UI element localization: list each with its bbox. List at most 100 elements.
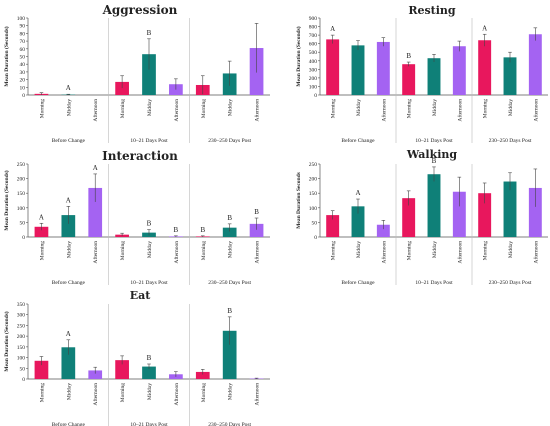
- bar-afternoon: [376, 224, 390, 237]
- significance-letter: B: [200, 226, 205, 234]
- category-label: Morning: [201, 241, 207, 261]
- y-tick-label: 50: [20, 55, 26, 61]
- y-tick-label: 50: [312, 220, 318, 226]
- y-tick-label: 900: [309, 16, 318, 22]
- significance-letter: B: [254, 208, 259, 216]
- group-label: Before Change: [341, 279, 375, 286]
- category-label: Afternoon: [92, 99, 99, 122]
- category-label: Morning: [407, 241, 413, 261]
- category-label: Midday: [508, 241, 514, 258]
- category-label: Morning: [331, 241, 337, 261]
- bar-morning: [34, 360, 49, 379]
- category-label: Midday: [66, 241, 72, 258]
- bar-midday: [142, 366, 156, 379]
- category-label: Morning: [39, 99, 45, 119]
- y-tick-label: 400: [309, 59, 318, 65]
- category-label: Morning: [331, 99, 337, 119]
- category-label: Afternoon: [92, 383, 99, 406]
- category-label: Afternoon: [173, 99, 180, 122]
- y-tick-label: 300: [17, 313, 26, 319]
- category-label: Midday: [432, 99, 438, 116]
- category-label: Morning: [407, 99, 413, 119]
- group-label: 10–21 Days Post: [415, 138, 453, 144]
- y-tick-label: 300: [309, 67, 318, 73]
- y-tick-label: 600: [309, 42, 318, 48]
- y-tick-label: 150: [17, 191, 26, 197]
- category-label: Afternoon: [380, 99, 387, 122]
- category-label: Morning: [201, 383, 207, 403]
- y-tick-label: 90: [20, 24, 26, 30]
- y-tick-label: 50: [20, 366, 26, 372]
- bar-afternoon: [376, 41, 390, 95]
- category-label: Midday: [432, 241, 438, 258]
- group-label: 10–21 Days Post: [130, 138, 168, 144]
- chart-panel-eat: Eat Mean Duration (Seconds) 0 50 100 150 200 25…: [3, 289, 270, 426]
- y-tick-label: 500: [309, 50, 318, 56]
- y-tick-label: 10: [20, 85, 26, 91]
- bar-morning: [402, 64, 416, 95]
- category-label: Midday: [228, 241, 234, 258]
- chart-title: Walking: [406, 148, 458, 161]
- category-label: Midday: [356, 241, 362, 258]
- significance-letter: A: [39, 213, 44, 221]
- bar-midday: [222, 330, 237, 379]
- group-label: Before Change: [52, 137, 86, 144]
- y-tick-label: 200: [309, 76, 318, 82]
- y-tick-label: 800: [309, 25, 318, 31]
- significance-letter: A: [482, 24, 487, 32]
- chart-title: Eat: [130, 289, 152, 302]
- significance-letter: B: [147, 29, 152, 37]
- bar-midday: [427, 174, 441, 237]
- chart-panel-walking: Walking Mean Duration Seconds 0 50 100 150 200…: [296, 148, 548, 286]
- significance-letter: A: [330, 25, 335, 33]
- bar-midday: [61, 347, 76, 379]
- bar-afternoon: [249, 223, 264, 237]
- category-label: Afternoon: [173, 383, 180, 406]
- bar-midday: [503, 57, 517, 95]
- bar-morning: [478, 40, 492, 95]
- chart-panel-resting: Resting Mean Duration (Seconds) 0 100 200 300…: [295, 4, 548, 144]
- chart-title: Aggression: [102, 3, 178, 17]
- category-label: Afternoon: [254, 99, 261, 122]
- y-axis-label: Mean Duration (Seconds): [3, 26, 10, 86]
- significance-letter: B: [432, 157, 437, 165]
- category-label: Midday: [66, 99, 72, 116]
- bar-afternoon: [528, 187, 542, 237]
- bar-morning: [326, 215, 340, 237]
- significance-letter: B: [147, 354, 152, 362]
- group-label: 230–250 Days Post: [208, 138, 251, 144]
- significance-letter: A: [93, 164, 98, 172]
- y-tick-label: 200: [17, 177, 26, 183]
- category-label: Morning: [39, 241, 45, 261]
- bar-morning: [115, 81, 129, 95]
- category-label: Morning: [120, 99, 126, 119]
- category-label: Morning: [483, 241, 489, 261]
- group-label: 10–21 Days Post: [415, 280, 453, 286]
- category-label: Midday: [147, 383, 153, 400]
- category-label: Afternoon: [532, 99, 539, 122]
- y-tick-label: 700: [309, 33, 318, 39]
- category-label: Midday: [228, 383, 234, 400]
- y-tick-label: 60: [20, 47, 26, 53]
- category-label: Midday: [66, 383, 72, 400]
- y-tick-label: 100: [309, 84, 318, 90]
- category-label: Midday: [508, 99, 514, 116]
- category-label: Afternoon: [456, 241, 463, 264]
- bar-morning: [402, 198, 416, 237]
- y-tick-label: 250: [309, 162, 318, 168]
- bar-afternoon: [88, 187, 103, 237]
- category-label: Afternoon: [532, 241, 539, 264]
- chart-title: Resting: [408, 4, 456, 17]
- bar-afternoon: [88, 370, 103, 379]
- y-axis-label: Mean Duration (Seconds): [295, 26, 302, 86]
- category-label: Afternoon: [92, 241, 99, 264]
- bar-midday: [503, 181, 517, 237]
- y-tick-label: 200: [17, 334, 26, 340]
- bar-afternoon: [528, 34, 542, 95]
- significance-letter: B: [227, 214, 232, 222]
- y-tick-label: 40: [20, 62, 26, 68]
- chart-panel-interaction: Interaction Mean Duration (Seconds) 0 50 100…: [3, 149, 270, 286]
- bar-midday: [142, 54, 156, 95]
- bar-midday: [61, 215, 76, 237]
